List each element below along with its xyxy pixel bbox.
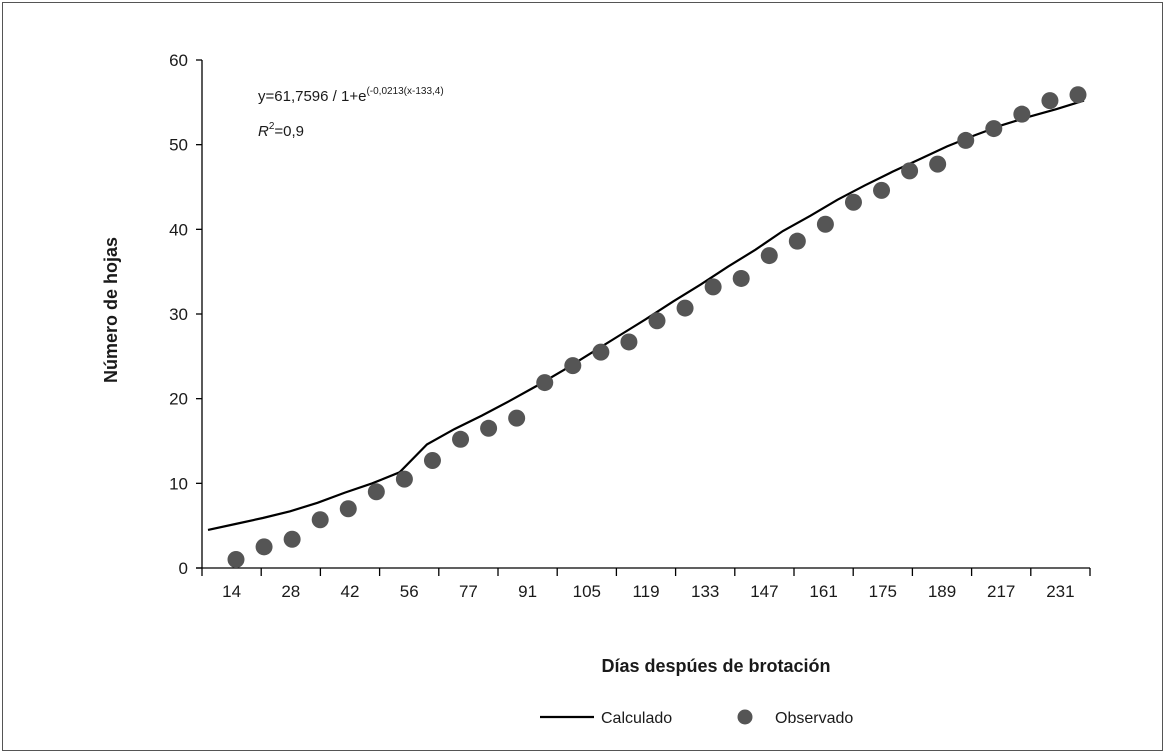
x-tick-label: 161 [809, 582, 837, 601]
observed-point [929, 155, 947, 173]
observed-point [227, 551, 245, 569]
x-tick-label: 217 [987, 582, 1015, 601]
observed-point [1013, 105, 1031, 123]
x-tick-label: 14 [222, 582, 241, 601]
observed-point [592, 343, 610, 361]
observed-point [873, 181, 891, 199]
observed-point [816, 215, 834, 233]
observed-point [508, 409, 526, 427]
x-tick-label: 42 [341, 582, 360, 601]
observed-point [676, 299, 694, 317]
observed-point [536, 374, 554, 392]
y-tick-label: 0 [179, 559, 188, 578]
observed-points-group [227, 86, 1087, 569]
calculated-curve-group [207, 99, 1085, 531]
x-tick-label: 147 [750, 582, 778, 601]
observed-point [367, 483, 385, 501]
observed-point [760, 247, 778, 265]
observed-point [704, 278, 722, 296]
x-axis-title: Días despúes de brotación [601, 656, 830, 676]
x-tick-label: 133 [691, 582, 719, 601]
x-tick-label: 119 [632, 582, 659, 601]
observed-point [480, 419, 498, 437]
observed-point [648, 312, 666, 330]
x-tick-label: 28 [281, 582, 300, 601]
legend-dot-marker [737, 709, 753, 725]
observed-point [1041, 92, 1059, 110]
observed-point [901, 162, 919, 180]
observed-point [732, 269, 750, 287]
legend: Calculado Observado [540, 709, 853, 727]
x-tick-label: 91 [518, 582, 537, 601]
observed-point [564, 357, 582, 375]
y-tick-label: 50 [169, 136, 188, 155]
y-axis-title: Número de hojas [101, 237, 121, 383]
observed-point [283, 530, 301, 548]
observed-point [255, 538, 273, 556]
observed-point [957, 131, 975, 149]
legend-label-observado: Observado [775, 710, 853, 727]
axes: 0 10 20 30 40 50 60 14 28 42 56 77 91 105 119 133 147 161… [169, 51, 1091, 601]
observed-point [395, 470, 413, 488]
observed-point [311, 511, 329, 529]
y-tick-label: 10 [169, 474, 188, 493]
y-tick-label: 30 [169, 305, 188, 324]
x-tick-label: 56 [400, 582, 419, 601]
equation-text: y=61,7596 / 1+e(-0,0213(x-133,4) [258, 86, 444, 105]
observed-point [423, 451, 441, 469]
x-tick-label: 105 [573, 582, 601, 601]
observed-point [788, 232, 806, 250]
observed-point [985, 120, 1003, 138]
y-tick-label: 60 [169, 51, 188, 70]
x-tick-label: 175 [869, 582, 897, 601]
observed-point [1069, 86, 1087, 104]
calculated-curve [207, 99, 1085, 531]
x-tick-label: 231 [1046, 582, 1074, 601]
y-tick-label: 40 [169, 220, 188, 239]
legend-label-calculado: Calculado [601, 710, 672, 727]
observed-point [844, 193, 862, 211]
observed-point [452, 430, 470, 448]
observed-point [620, 333, 638, 351]
x-tick-label: 189 [928, 582, 956, 601]
r-squared-text: R2=0,9 [258, 121, 304, 140]
y-tick-label: 20 [169, 390, 188, 409]
x-tick-label: 77 [459, 582, 478, 601]
observed-point [339, 500, 357, 518]
